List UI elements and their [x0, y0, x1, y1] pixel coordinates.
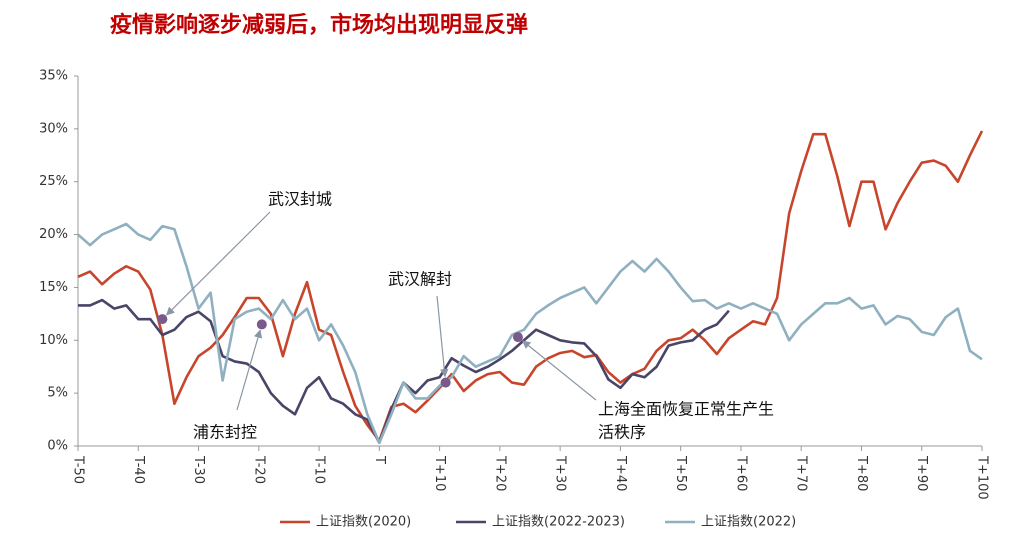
annotation-text: 武汉封城 [268, 190, 332, 209]
annotation-arrow [166, 211, 271, 316]
x-tick-label: T+40 [613, 455, 628, 491]
annotation-arrow [436, 295, 449, 378]
annotation-point [157, 314, 168, 325]
y-tick-label: 35% [39, 69, 68, 84]
legend-label: 上证指数(2020) [316, 515, 411, 530]
y-tick-label: 5% [47, 386, 68, 401]
chart-title: 疫情影响逐步减弱后，市场均出现明显反弹 [110, 12, 528, 38]
annotation-point [256, 319, 267, 330]
annotation-text: 上海全面恢复正常生产生 [598, 400, 774, 419]
annotation-point [440, 377, 451, 388]
x-tick-label: T+60 [733, 455, 748, 491]
series-line [77, 222, 983, 445]
x-tick-label: T+90 [914, 455, 929, 491]
x-tick-label: T+50 [673, 455, 688, 491]
series-line [78, 298, 730, 445]
annotation-text: 浦东封控 [193, 423, 257, 442]
x-tick-label: T+30 [553, 455, 568, 491]
x-tick-label: T-30 [191, 455, 206, 484]
annotation-text: 武汉解封 [388, 270, 452, 289]
x-tick-label: T+10 [432, 455, 447, 491]
y-tick-label: 30% [39, 121, 68, 136]
y-tick-label: 25% [39, 174, 68, 189]
x-tick-label: T-20 [251, 455, 266, 484]
y-tick-label: 20% [39, 227, 68, 242]
x-tick-label: T+80 [854, 455, 869, 491]
annotation-text: 活秩序 [598, 423, 646, 442]
annotation-arrow [521, 340, 597, 401]
series-line [77, 130, 984, 443]
annotation-point [512, 332, 523, 343]
y-tick-label: 0% [47, 439, 68, 454]
x-tick-label: T [372, 455, 387, 464]
x-tick-label: T+100 [975, 455, 990, 500]
legend-label: 上证指数(2022) [701, 515, 796, 530]
y-tick-label: 15% [39, 280, 68, 295]
annotation-arrow [236, 329, 263, 411]
x-tick-label: T-40 [131, 455, 146, 484]
x-tick-label: T-10 [312, 455, 327, 484]
x-tick-label: T+20 [492, 455, 507, 491]
y-tick-label: 10% [39, 333, 68, 348]
x-tick-label: T-50 [71, 455, 86, 484]
legend-label: 上证指数(2022-2023) [492, 515, 625, 530]
x-tick-label: T+70 [794, 455, 809, 491]
